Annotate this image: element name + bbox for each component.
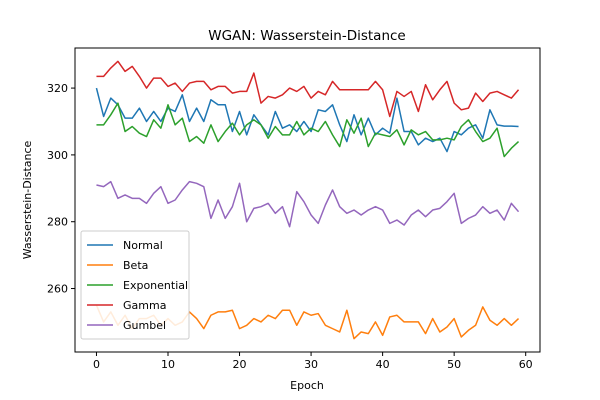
legend: Normal Beta Exponential Gamma Gumbel bbox=[80, 230, 190, 340]
y-axis-title: Wasserstein-Distance bbox=[21, 140, 34, 259]
legend-item-exponential: Exponential bbox=[87, 279, 188, 292]
series-line-gamma bbox=[96, 60, 520, 118]
legend-item-normal: Normal bbox=[87, 239, 163, 252]
legend-box bbox=[80, 230, 190, 340]
x-tick-label: 10 bbox=[161, 358, 175, 371]
x-tick-label: 40 bbox=[376, 358, 390, 371]
legend-label: Gumbel bbox=[123, 319, 166, 332]
legend-label: Exponential bbox=[123, 279, 188, 292]
legend-label: Beta bbox=[123, 259, 148, 272]
chart-title: WGAN: Wasserstein-Distance bbox=[208, 28, 406, 44]
series-line-exponential bbox=[96, 102, 520, 158]
y-tick-label: 300 bbox=[47, 149, 68, 162]
y-axis: 260 280 300 320 bbox=[47, 82, 75, 296]
y-tick-label: 260 bbox=[47, 283, 68, 296]
x-axis-title: Epoch bbox=[290, 379, 324, 392]
x-tick-label: 60 bbox=[519, 358, 533, 371]
x-tick-label: 0 bbox=[93, 358, 100, 371]
legend-label: Gamma bbox=[123, 299, 166, 312]
plot-frame bbox=[74, 47, 541, 353]
x-tick-label: 50 bbox=[447, 358, 461, 371]
y-tick-label: 280 bbox=[47, 216, 68, 229]
legend-item-gumbel: Gumbel bbox=[87, 319, 166, 332]
x-tick-label: 30 bbox=[304, 358, 318, 371]
x-tick-label: 20 bbox=[233, 358, 247, 371]
y-tick-label: 320 bbox=[47, 82, 68, 95]
legend-item-beta: Beta bbox=[87, 259, 148, 272]
series-line-gumbel bbox=[96, 180, 520, 228]
x-axis: 0 10 20 30 40 50 60 bbox=[93, 352, 533, 371]
legend-item-gamma: Gamma bbox=[87, 299, 166, 312]
legend-label: Normal bbox=[123, 239, 163, 252]
